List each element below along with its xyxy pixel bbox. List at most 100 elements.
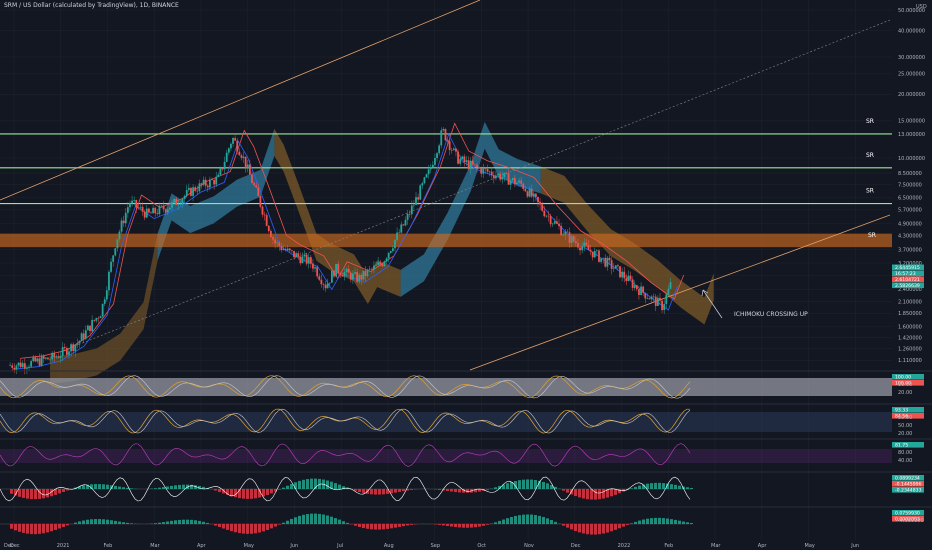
candle-body (9, 365, 12, 366)
candle-body (89, 325, 91, 332)
histogram-bar (602, 489, 605, 499)
histogram-bar (522, 514, 525, 524)
histogram-bar (106, 484, 109, 489)
candle-body (482, 168, 485, 174)
histogram-bar (102, 484, 105, 489)
candle-body (143, 211, 146, 218)
candle-body (446, 140, 449, 142)
histogram-bar (314, 478, 317, 489)
histogram-bar (246, 489, 249, 499)
histogram-bar (482, 524, 485, 526)
candle-body (105, 290, 108, 300)
y-tick-label: 1.110000 (898, 358, 922, 364)
candle-body (255, 185, 258, 188)
histogram-bar (182, 484, 185, 489)
candle-body (303, 254, 306, 257)
histogram-bar (50, 489, 53, 497)
histogram-bar (458, 524, 461, 528)
price-axis[interactable]: 50.000000 40.000000 30.000000 25.000000 20.0… (892, 4, 927, 364)
candle-body (312, 263, 314, 269)
candle-body (314, 267, 316, 269)
candle-body (269, 230, 272, 238)
candle-body (267, 225, 270, 231)
candle-body (366, 269, 369, 276)
histogram-bar (514, 515, 517, 524)
candle-body (152, 207, 155, 214)
histogram-bar (386, 489, 389, 494)
candle-body (333, 270, 335, 277)
histogram-bar (530, 479, 533, 489)
candle-body (461, 156, 464, 160)
candle-body (19, 362, 22, 368)
histogram-bar (230, 524, 233, 532)
y-tick-label: 8.500000 (898, 171, 922, 177)
candle-body (17, 362, 20, 366)
pane-band (0, 412, 892, 432)
histogram-bar (162, 522, 165, 524)
histogram-bar (194, 520, 197, 524)
histogram-bar (630, 488, 633, 489)
candle-body (21, 363, 24, 368)
x-tick-label: Mar (711, 543, 721, 549)
indicator-value: 0.0002003 (895, 517, 920, 523)
candle-body (42, 356, 45, 359)
candle-body (568, 232, 571, 243)
candle-body (549, 216, 552, 225)
histogram-bar (170, 485, 173, 489)
histogram-bar (130, 523, 133, 524)
histogram-bar (234, 489, 237, 498)
candle-body (185, 190, 188, 196)
y-tick-label: 10.000000 (898, 156, 925, 162)
histogram-bar (674, 484, 677, 489)
candle-body (465, 160, 468, 162)
candle-body (253, 183, 255, 186)
indicator-level: 80.00 (898, 382, 912, 388)
candle-body (431, 164, 434, 167)
candle-body (335, 263, 337, 277)
histogram-bar (158, 522, 161, 524)
candle-body (373, 265, 375, 270)
candle-body (70, 344, 72, 352)
annotations: ICHIMOKU CROSSING UP Dec (4, 289, 808, 549)
indicator-panes: 100.00100.0080.0020.0093.3384.5680.0050.… (0, 370, 932, 535)
candle-body (246, 164, 249, 168)
candle-body (427, 169, 430, 175)
candle-body (648, 298, 651, 300)
candle-body (499, 173, 502, 180)
candle-body (574, 241, 577, 244)
annotation-label: ICHIMOKU CROSSING UP (734, 311, 808, 318)
histogram-bar (198, 485, 201, 489)
candle-body (530, 188, 533, 197)
histogram-bar (574, 489, 577, 497)
candle-body (495, 175, 497, 179)
histogram-bar (634, 486, 637, 489)
histogram-bar (202, 521, 205, 524)
price-tag-label: 2.6104721 (895, 277, 920, 283)
histogram-bar (594, 489, 597, 500)
arrow-head (701, 289, 709, 297)
indicator-value-tag (892, 487, 924, 493)
histogram-bar (362, 524, 365, 529)
candle-body (322, 284, 325, 285)
y-tick-label: 2.100000 (898, 300, 922, 306)
candle-body (492, 175, 495, 179)
candle-body (276, 242, 279, 244)
histogram-bar (222, 524, 225, 529)
histogram-bar (86, 484, 89, 489)
candle-body (181, 198, 184, 205)
candle-body (343, 272, 346, 277)
candle-body (501, 176, 504, 180)
histogram-bar (338, 484, 341, 489)
candle-body (305, 254, 308, 264)
time-axis[interactable]: Dec 2021 Feb Mar Apr May Jun Jul Aug Sep Oct Nov Dec… (10, 543, 859, 549)
annotation-arrow (702, 289, 723, 319)
candle-body (545, 215, 548, 217)
candle-body (93, 319, 96, 321)
histogram-bar (442, 524, 445, 526)
candle-body (328, 282, 331, 284)
indicator-signal (0, 408, 691, 434)
histogram-bar (538, 480, 541, 489)
candle-body (518, 180, 520, 183)
histogram-bar (590, 524, 593, 535)
